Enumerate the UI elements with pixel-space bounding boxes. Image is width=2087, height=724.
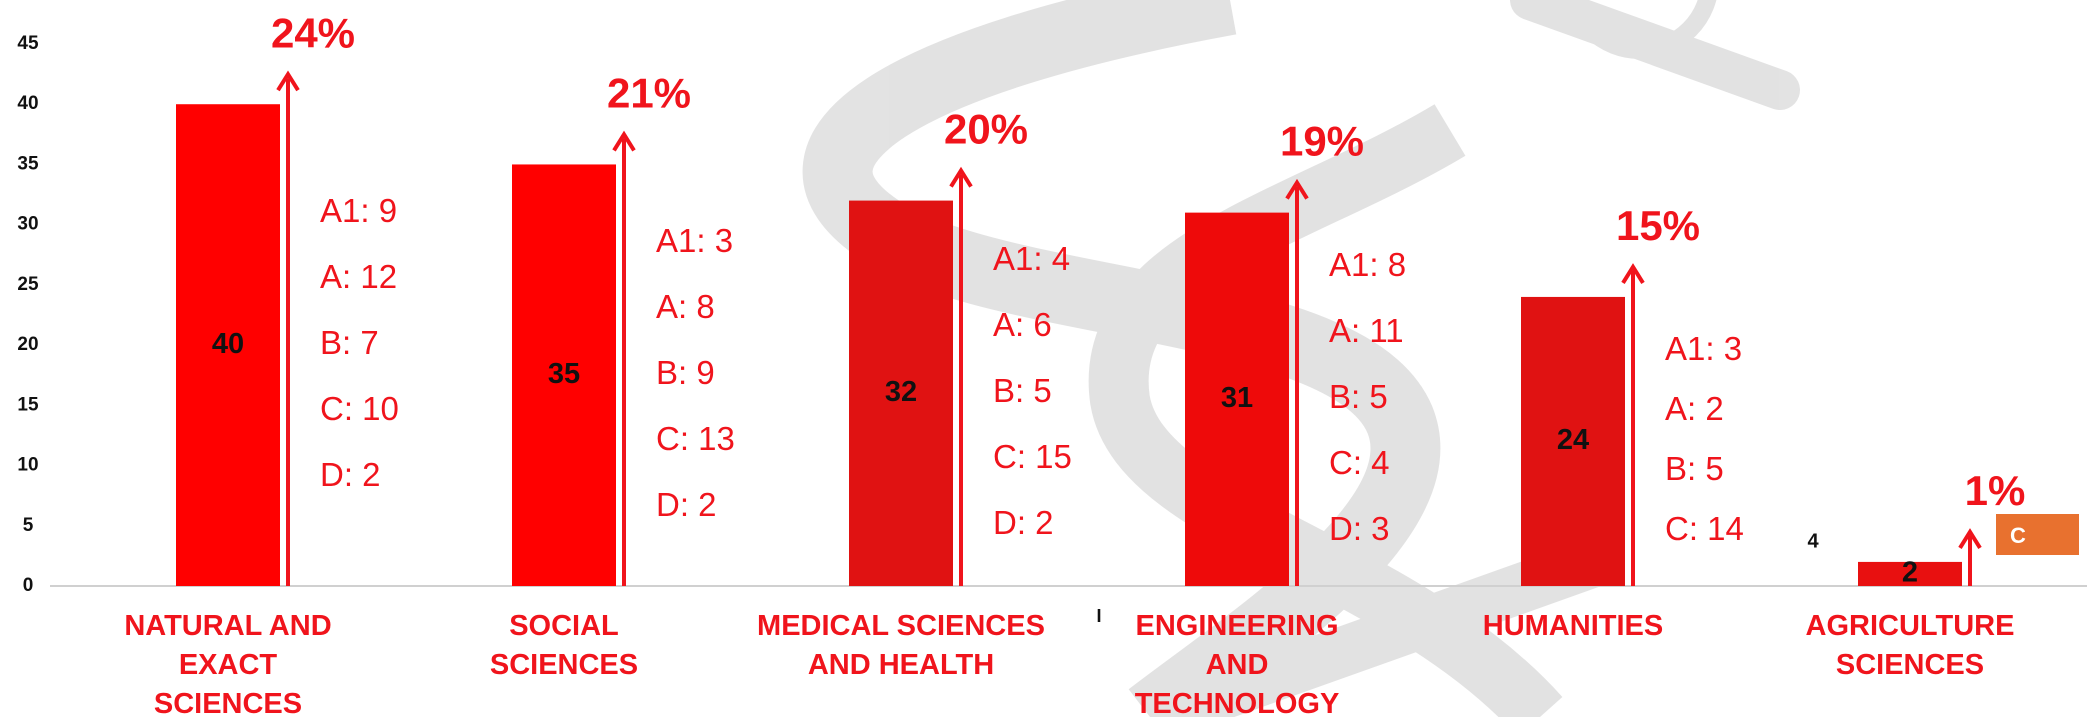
y-tick-label: 35 — [17, 153, 39, 174]
bar-value-label: 31 — [1221, 382, 1253, 414]
breakdown-line: A1: 4 — [993, 240, 1070, 277]
percent-label: 1% — [1965, 467, 2026, 514]
y-tick-label: 45 — [17, 33, 39, 54]
x-tick-label: HUMANITIES — [1393, 607, 1753, 646]
percent-label: 21% — [607, 70, 691, 117]
y-tick-label: 40 — [17, 93, 38, 114]
y-tick-label: 25 — [17, 274, 39, 295]
y-tick-label: 20 — [17, 334, 38, 355]
x-tick-label: AGRICULTURE SCIENCES — [1730, 607, 2087, 685]
breakdown-line: A1: 9 — [320, 192, 397, 229]
breakdown-line: A: 2 — [1665, 390, 1724, 427]
y-tick-label: 15 — [17, 394, 39, 415]
stray-label: C — [2010, 523, 2026, 548]
bar-value-label: 35 — [548, 358, 580, 390]
breakdown-line: D: 2 — [320, 456, 381, 493]
breakdown-line: D: 3 — [1329, 510, 1390, 547]
breakdown-line: C: 15 — [993, 438, 1072, 475]
x-tick-label: MEDICAL SCIENCES AND HEALTH — [721, 607, 1081, 685]
breakdown-line: A: 11 — [1329, 312, 1404, 349]
breakdown-line: B: 5 — [1665, 450, 1724, 487]
breakdown-line: C: 14 — [1665, 510, 1744, 547]
breakdown-line: A1: 3 — [656, 222, 733, 259]
breakdown-line: A: 12 — [320, 258, 397, 295]
breakdown-line: B: 7 — [320, 324, 379, 361]
breakdown-line: C: 10 — [320, 390, 399, 427]
breakdown-line: D: 2 — [993, 504, 1054, 541]
x-tick-label: SOCIAL SCIENCES — [384, 607, 744, 685]
y-tick-label: 30 — [17, 214, 38, 235]
bar-value-label: 32 — [885, 376, 917, 408]
bar-value-label: 24 — [1557, 424, 1589, 456]
bar-value-label: 40 — [212, 328, 244, 360]
breakdown-line: A1: 3 — [1665, 330, 1742, 367]
percent-label: 19% — [1280, 118, 1364, 165]
stray-label: 4 — [1807, 530, 1819, 552]
orange-box — [1996, 514, 2079, 555]
breakdown-line: A: 6 — [993, 306, 1052, 343]
y-tick-label: 10 — [17, 455, 38, 476]
y-tick-label: 0 — [23, 575, 34, 596]
page: 0 5 10 15 20 25 30 35 40 45 40 24% A1: 9 A: 12 B: 7 C: … — [0, 0, 2087, 717]
percent-label: 20% — [944, 106, 1028, 153]
breakdown-line: A1: 8 — [1329, 246, 1406, 283]
x-tick-label: NATURAL AND EXACT SCIENCES — [48, 607, 408, 724]
breakdown-line: C: 13 — [656, 420, 735, 457]
breakdown-line: A: 8 — [656, 288, 715, 325]
breakdown-line: B: 5 — [1329, 378, 1388, 415]
x-tick-label: ENGINEERING AND TECHNOLOGY — [1057, 607, 1417, 724]
percent-label: 15% — [1616, 202, 1700, 249]
breakdown-line: B: 9 — [656, 354, 715, 391]
breakdown-line: C: 4 — [1329, 444, 1390, 481]
bar-value-label: 2 — [1902, 557, 1918, 589]
breakdown-line: B: 5 — [993, 372, 1052, 409]
percent-label: 24% — [271, 9, 355, 56]
y-tick-label: 5 — [23, 515, 34, 536]
breakdown-line: D: 2 — [656, 486, 717, 523]
